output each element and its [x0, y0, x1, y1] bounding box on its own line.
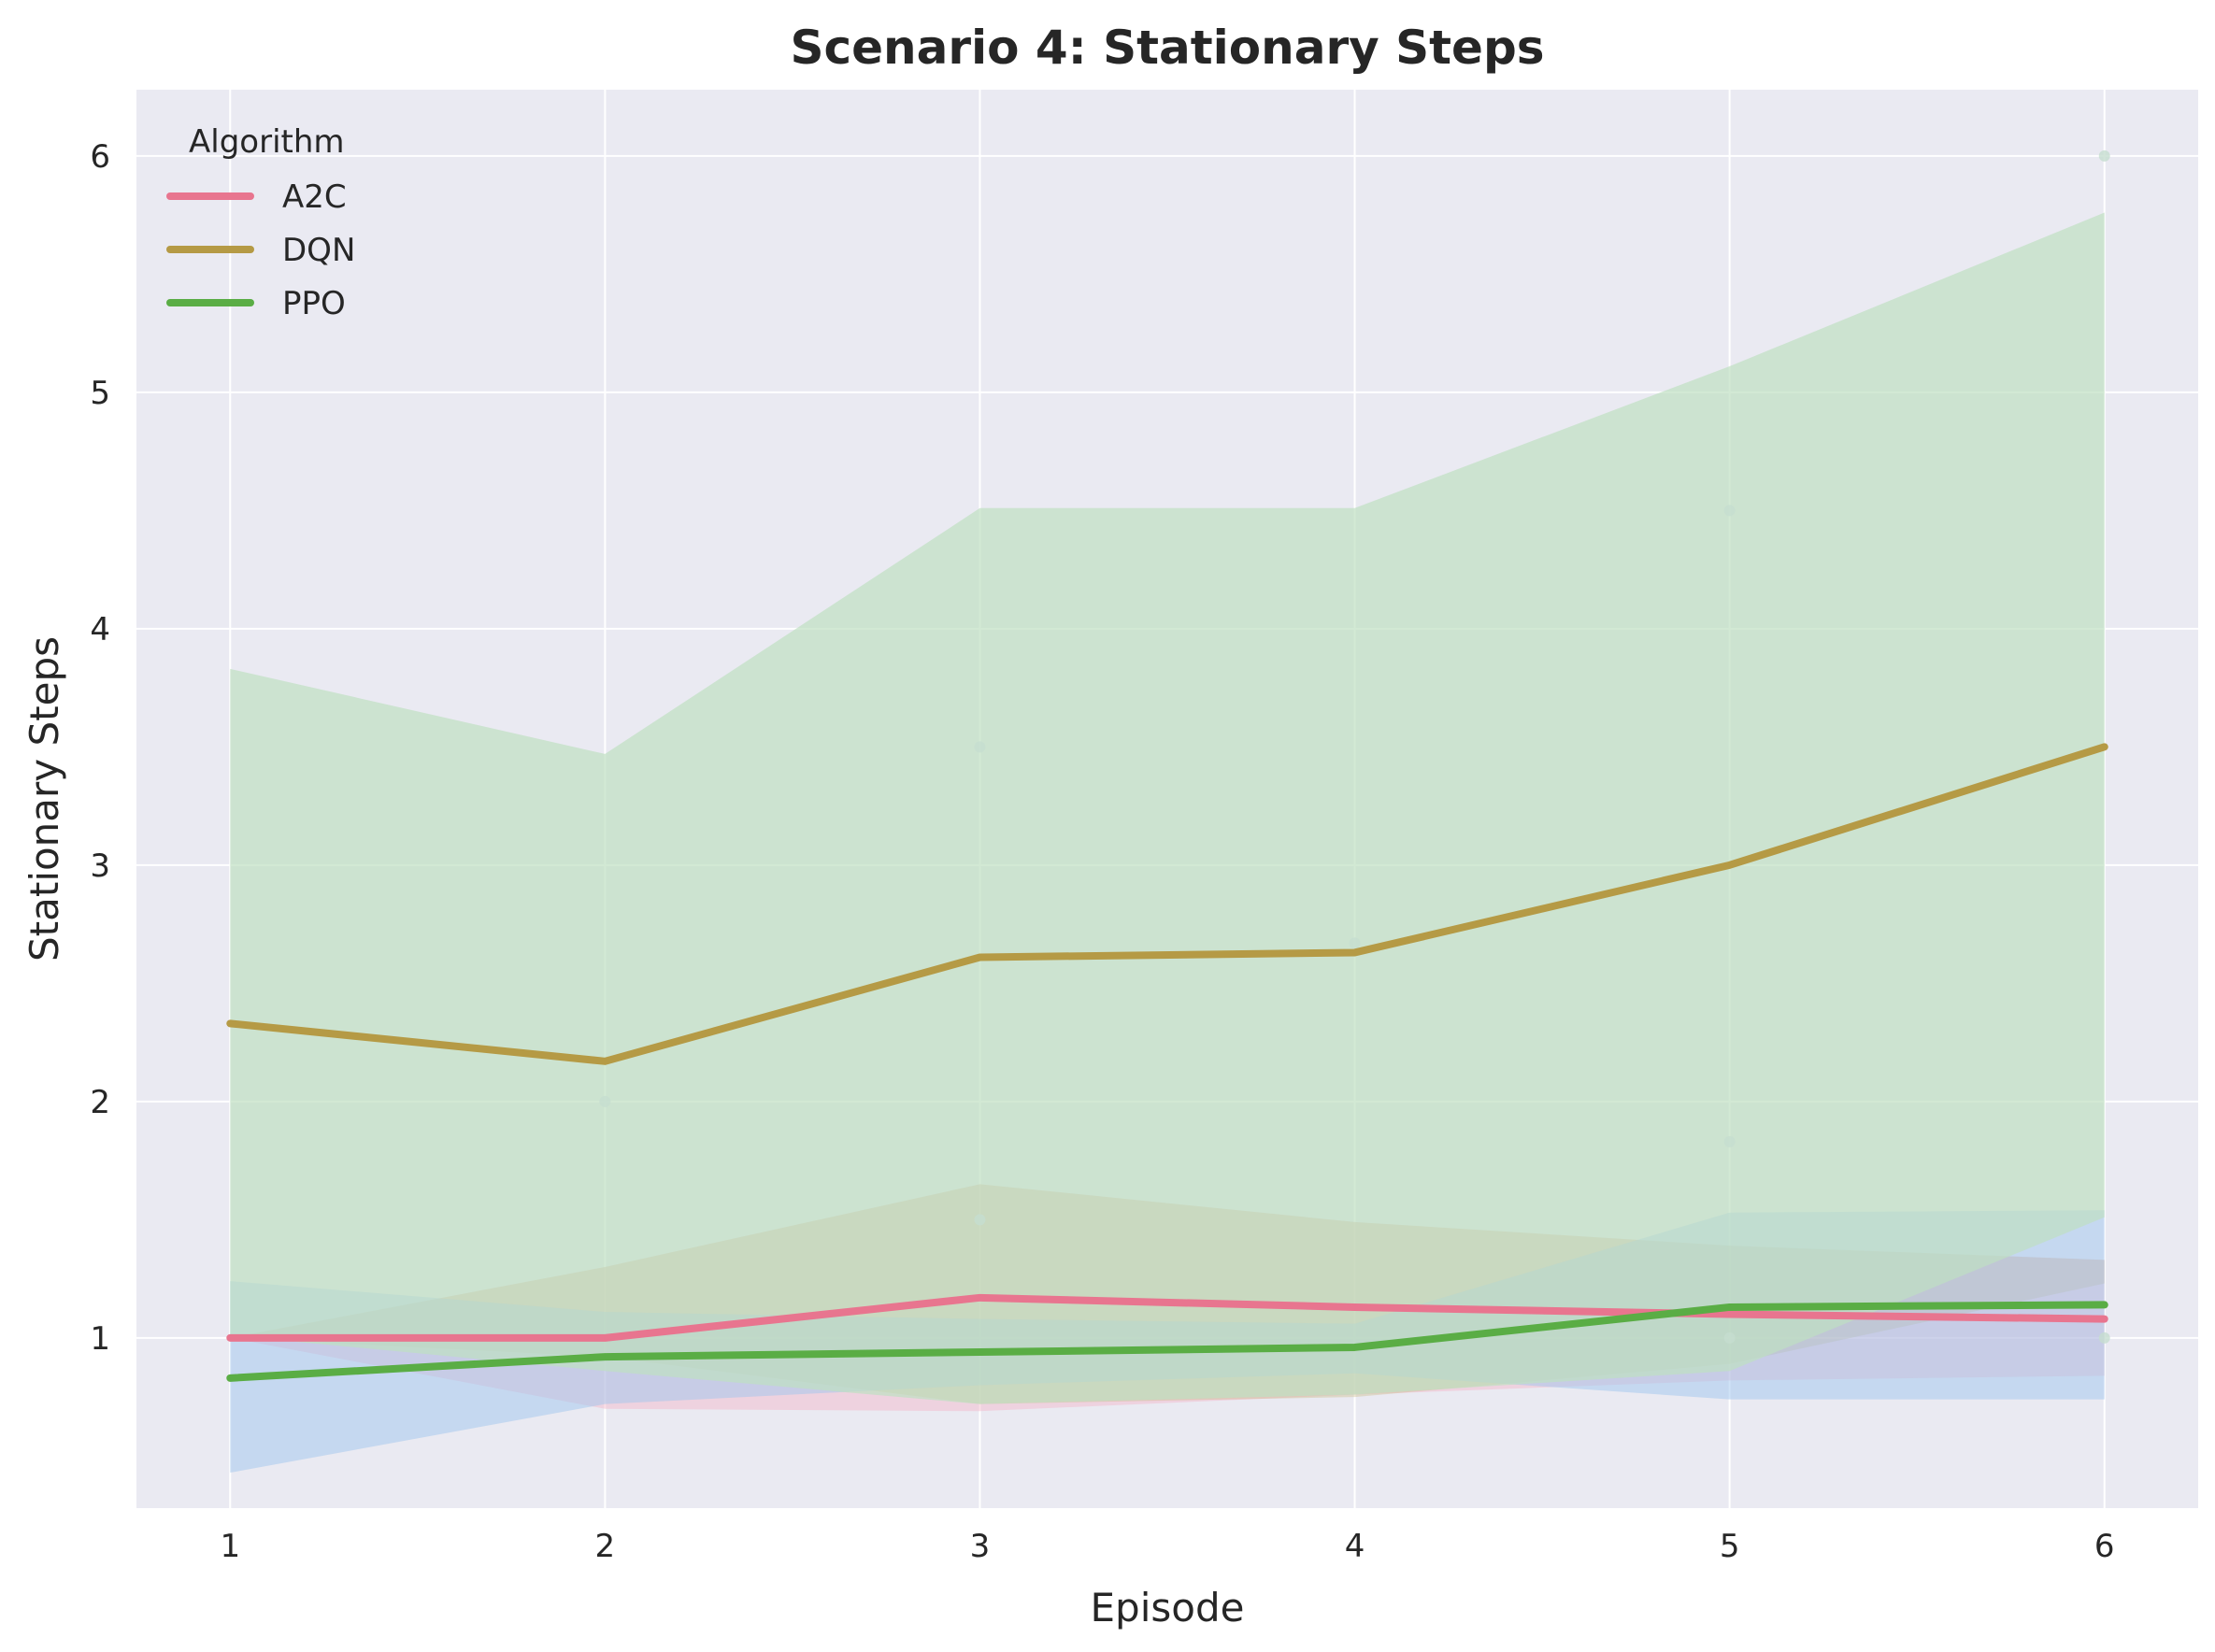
x-tick-label: 2 [595, 1528, 616, 1565]
data-point [1723, 505, 1736, 517]
y-tick-label: 4 [90, 611, 110, 648]
x-tick-label: 3 [970, 1528, 991, 1565]
legend-label-ppo: PPO [282, 285, 346, 322]
y-tick-label: 5 [90, 375, 110, 412]
data-point [1723, 1135, 1736, 1147]
tick-labels: 1 2 3 4 5 6 1 2 3 4 5 6 [90, 138, 2114, 1565]
chart-title: Scenario 4: Stationary Steps [790, 21, 1544, 75]
y-tick-label: 2 [90, 1084, 110, 1121]
data-point [599, 1095, 611, 1107]
series-line-ppo [226, 1301, 2108, 1382]
confidence-band [230, 212, 2105, 1404]
x-tick-label: 1 [220, 1528, 240, 1565]
data-point [974, 741, 986, 753]
data-point [974, 1214, 986, 1226]
data-point [2098, 150, 2110, 162]
legend-label-a2c: A2C [282, 178, 347, 216]
y-tick-label: 1 [90, 1320, 110, 1358]
legend-title: Algorithm [189, 123, 345, 161]
legend-label-dqn: DQN [282, 232, 355, 269]
data-point [2098, 1332, 2110, 1344]
x-tick-label: 4 [1345, 1528, 1365, 1565]
y-tick-label: 3 [90, 847, 110, 885]
data-point [1349, 937, 1361, 949]
y-axis-label: Stationary Steps [21, 636, 67, 961]
x-axis-label: Episode [1091, 1585, 1245, 1631]
scatter-points [599, 150, 2110, 1344]
series-lines [226, 743, 2108, 1382]
y-tick-label: 6 [90, 138, 110, 176]
x-tick-label: 5 [1720, 1528, 1740, 1565]
series-line-dqn [226, 743, 2108, 1065]
series-line-a2c [226, 1293, 2108, 1342]
legend: Algorithm A2C DQN PPO [166, 123, 355, 322]
x-tick-label: 6 [2094, 1528, 2115, 1565]
data-point [1723, 1332, 1736, 1344]
